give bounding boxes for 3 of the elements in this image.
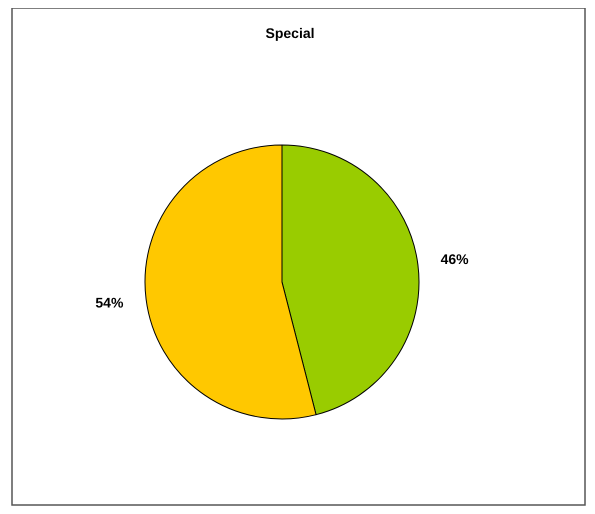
chart-title: Special bbox=[265, 25, 315, 41]
data-label: 46% bbox=[440, 250, 470, 267]
data-label: 54% bbox=[95, 294, 124, 311]
